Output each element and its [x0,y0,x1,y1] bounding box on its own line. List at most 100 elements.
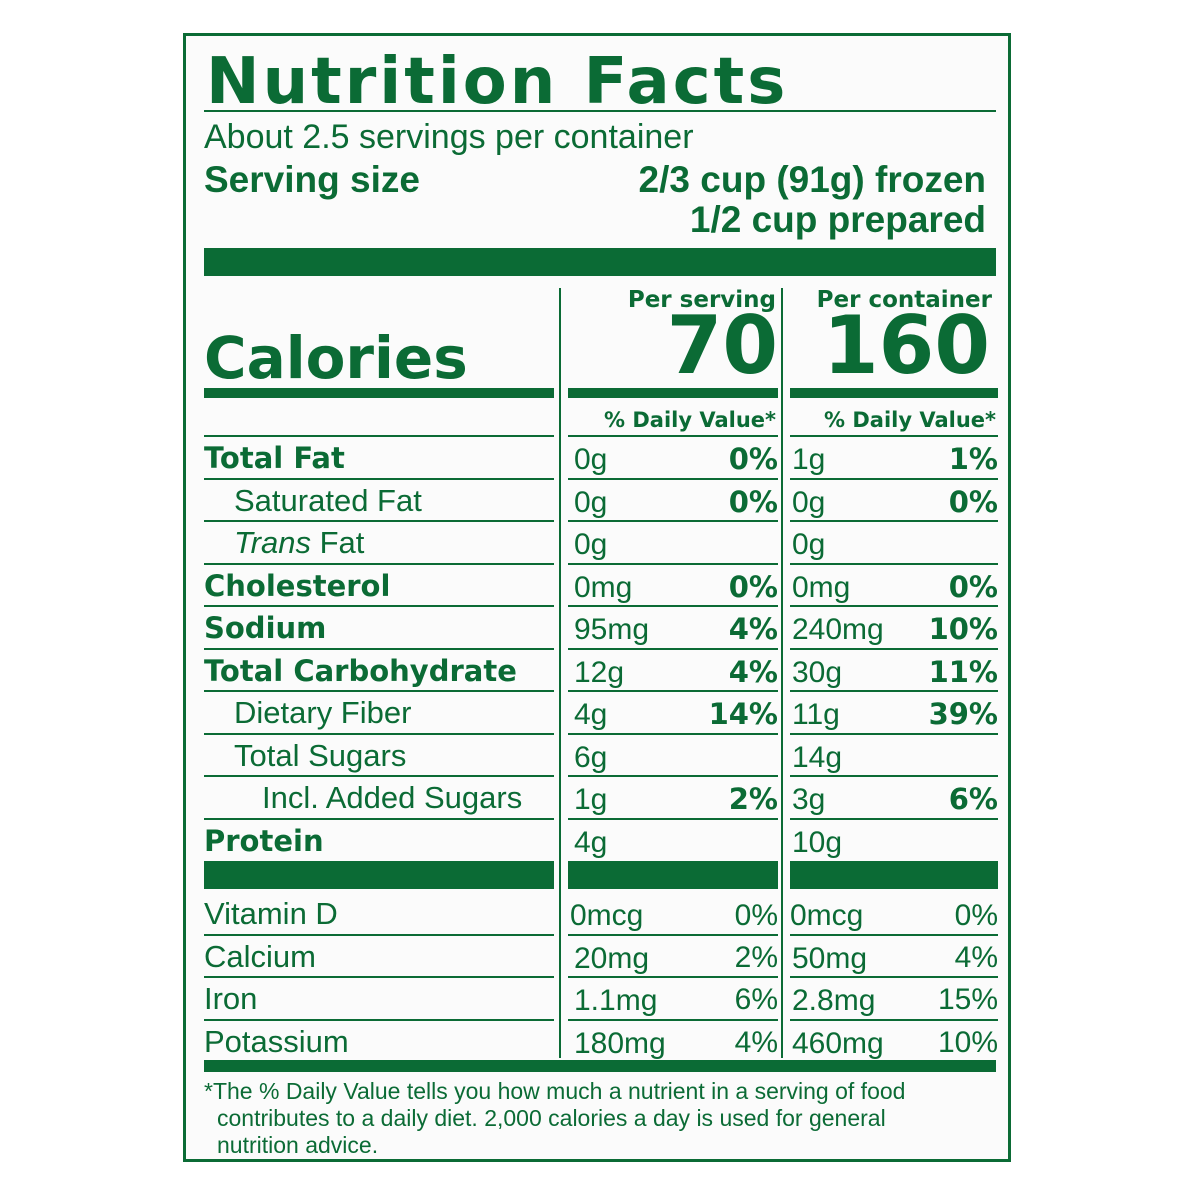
per-container-header: Per container [816,287,992,313]
nutrient-row-rule [790,477,998,480]
nutrient-row-serving-amount: 6g [574,740,608,774]
vitamin-row-serving-dv: 2% [734,940,778,974]
vitamin-row-rule [790,976,998,978]
nutrient-row-serving-dv: 2% [728,782,778,816]
nutrient-row-serving-amount: 4g [574,825,608,859]
per-serving-header: Per serving [627,287,776,313]
nutrient-row-rule [790,520,998,522]
vitamin-row-container-amount: 50mg [792,941,868,975]
nutrient-row-rule [568,477,778,480]
nutrient-row-serving-dv: 0% [728,484,778,519]
serving-dv-header: % Daily Value* [604,408,776,432]
nutrient-row-container-amount: 0g [792,528,826,561]
calories-rule [204,388,554,398]
nutrient-row-container-amount: 0mg [792,570,851,604]
vitamin-row-container-amount: 460mg [792,1026,884,1060]
calories-per-container: 160 [823,299,990,392]
nutrient-row-rule [568,690,778,692]
nutrient-row-rule [568,562,778,565]
nutrient-row-rule [790,605,998,607]
vitamin-row-name: Potassium [204,1023,349,1059]
vitamin-row-serving-dv: 4% [734,1025,778,1059]
footnote-divider [204,1060,996,1072]
column-divider-2 [781,288,783,1058]
nutrient-row-container-dv: 39% [928,697,998,731]
nutrient-row-name: Total Carbohydrate [204,653,517,688]
vitamin-row-rule [568,1018,778,1021]
nutrient-row-container-amount: 3g [792,783,826,816]
vitamin-divider-col2 [568,861,778,889]
nutrient-row-rule [790,690,998,692]
vitamin-row-serving-amount: 20mg [574,941,650,975]
vitamin-row-container-amount: 2.8mg [792,984,876,1017]
serving-size-prepared: 1/2 cup prepared [689,199,986,240]
vitamin-row-serving-dv: 6% [734,983,778,1016]
title-rule [204,110,996,112]
nutrient-row-name: Sodium [204,611,327,645]
nutrient-row-serving-amount: 1g [574,783,608,816]
nutrient-row-rule [204,647,554,650]
servings-per-container: About 2.5 servings per container [204,118,694,156]
vitamin-divider-col3 [790,861,998,889]
nutrient-row-rule [204,520,554,522]
vitamin-row-serving-amount: 1.1mg [574,984,658,1017]
nutrient-row-rule [204,477,554,480]
nutrient-row-rule [790,562,998,565]
nutrient-row-container-amount: 10g [792,825,843,859]
nutrient-row-serving-amount: 0g [574,443,608,476]
nutrient-row-rule [204,817,554,820]
nutrient-row-container-dv: 6% [948,782,998,816]
nutrient-row-serving-dv: 4% [728,612,778,646]
vitamin-row-rule [790,933,998,936]
nutrient-row-name: Saturated Fat [234,482,422,518]
nutrient-row-name: Total Sugars [234,737,407,773]
nutrient-row-rule [568,817,778,820]
vitamin-row-name: Iron [204,981,258,1016]
footnote-line-3: nutrition advice. [217,1132,379,1158]
vitamin-row-rule [568,933,778,936]
calories-label: Calories [204,324,468,392]
vitamin-row-rule [204,933,554,936]
vitamin-row-rule [790,1018,998,1021]
nutrient-row-rule [790,647,998,650]
nutrient-row-serving-amount: 4g [574,698,608,731]
vitamin-row-name: Calcium [204,938,316,974]
nutrient-row-container-amount: 11g [792,698,840,731]
nutrient-row-rule [568,435,778,437]
nutrient-row-container-amount: 30g [792,655,843,689]
vitamin-row-container-dv: 10% [937,1025,998,1059]
nutrient-row-serving-amount: 0g [574,485,608,519]
nutrient-row-serving-amount: 12g [574,655,625,689]
nutrient-row-name: Dietary Fiber [234,695,412,730]
vitamin-row-serving-dv: 0% [734,899,778,932]
trans-italic: Trans [234,525,311,560]
nutrient-row-container-dv: 11% [928,654,998,689]
vitamin-row-container-dv: 4% [954,940,998,974]
vitamin-row-name: Vitamin D [204,896,338,931]
vitamin-row-container-amount: 0mcg [790,899,864,932]
nutrient-row-rule [790,775,998,777]
nutrient-row-rule [568,520,778,522]
nutrient-row-serving-amount: 95mg [574,613,650,646]
nutrient-row-rule [204,562,554,565]
nutrient-row-container-dv: 1% [948,442,998,476]
nutrient-row-container-amount: 14g [792,740,843,774]
calories-per-serving: 70 [666,299,778,392]
vitamin-row-rule [568,976,778,978]
nutrient-row-name: Protein [204,823,324,858]
nutrition-facts-label: Nutrition Facts About 2.5 servings per c… [183,33,1011,1162]
vitamin-row-container-dv: 15% [937,983,998,1016]
nutrient-row-rule [790,435,998,437]
vitamin-row-container-dv: 0% [954,899,998,932]
serving-size-label: Serving size [204,159,420,200]
nutrient-row-container-amount: 1g [792,443,826,476]
nutrient-row-rule [204,775,554,777]
nutrient-row-rule [568,647,778,650]
nutrient-row-rule [204,435,554,437]
nutrient-row-rule [204,605,554,607]
column-divider-1 [559,288,561,1058]
nutrient-row-rule [790,732,998,735]
nutrient-row-serving-dv: 14% [708,697,778,731]
nutrient-row-container-amount: 0g [792,485,826,519]
vitamin-row-rule [204,976,554,978]
